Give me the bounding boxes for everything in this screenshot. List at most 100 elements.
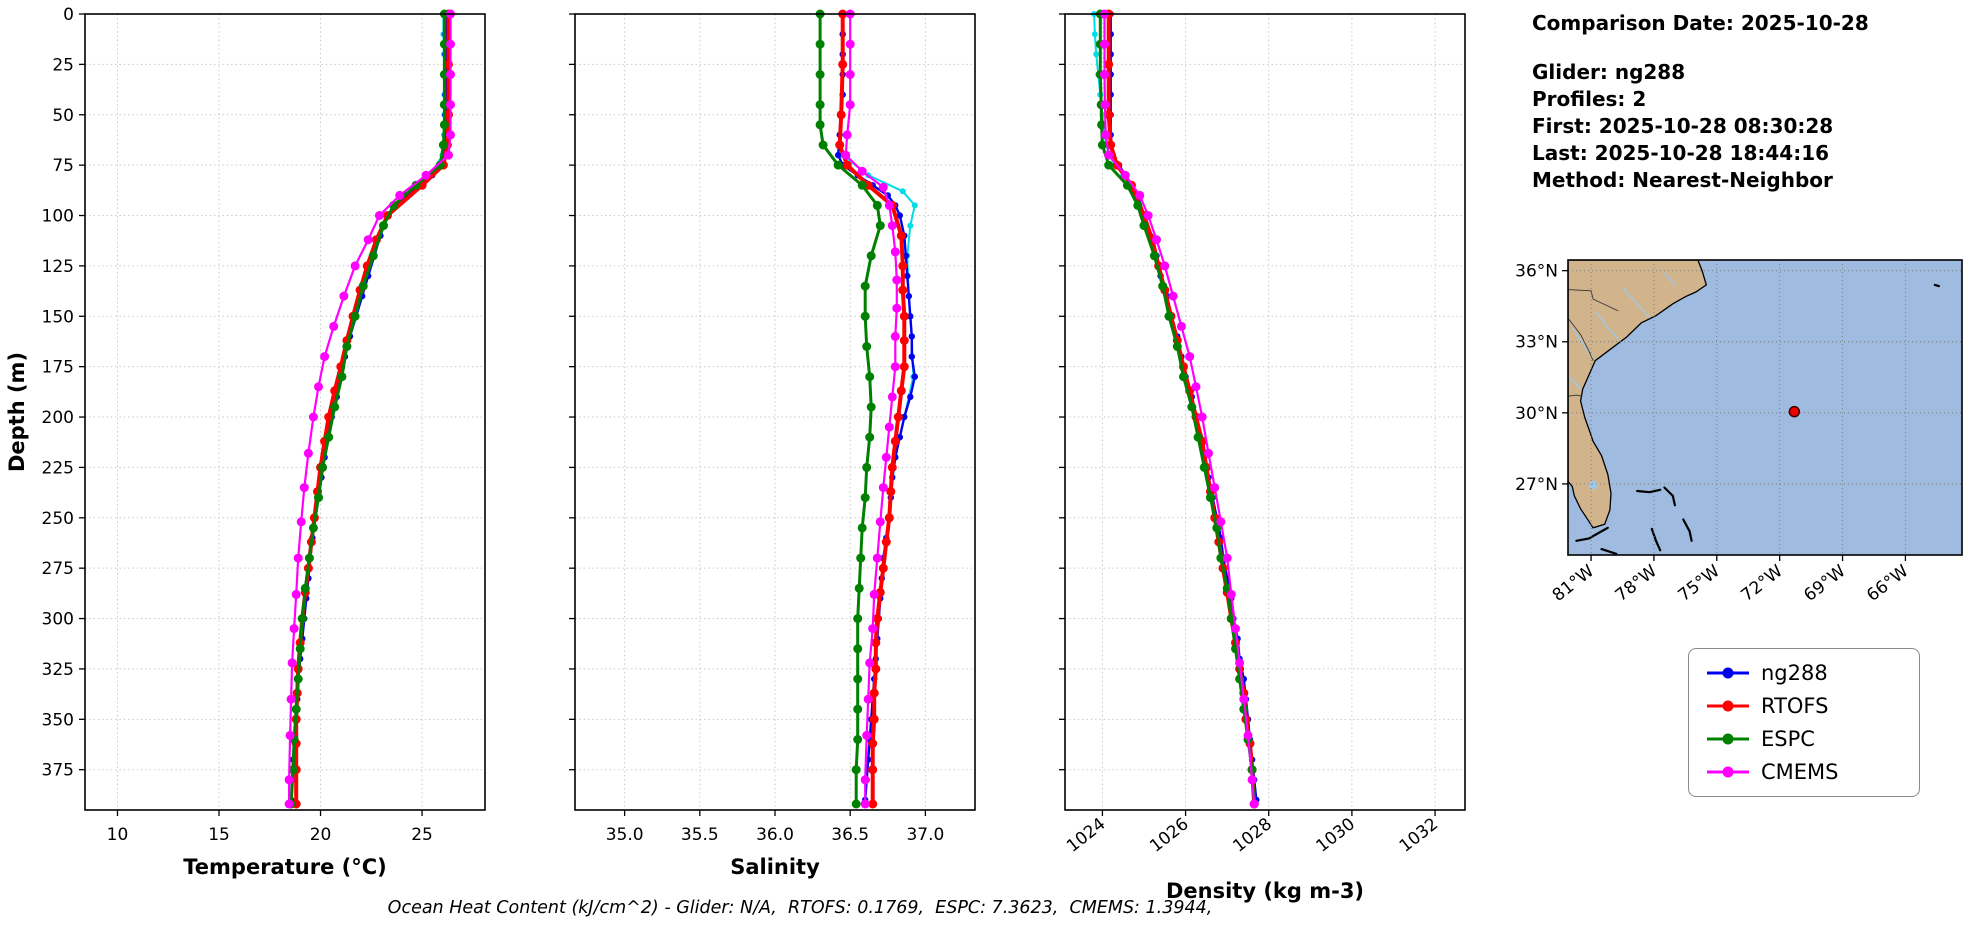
series-ng288-2 [288, 11, 448, 803]
legend-label: RTOFS [1761, 694, 1829, 718]
series-ng288-2 [1091, 11, 1260, 803]
svg-text:81°W: 81°W [1549, 561, 1598, 606]
svg-text:37.0: 37.0 [906, 825, 944, 845]
svg-text:30°N: 30°N [1515, 404, 1558, 424]
series-RTOFS [291, 9, 453, 809]
map-island [1650, 527, 1662, 552]
svg-text:250: 250 [42, 509, 74, 529]
first-profile-text: First: 2025-10-28 08:30:28 [1532, 114, 1834, 138]
profiles-text: Profiles: 2 [1532, 87, 1647, 111]
series-ng288 [1107, 10, 1260, 804]
map-land [1568, 260, 1708, 529]
legend-label: ESPC [1761, 727, 1815, 751]
series-RTOFS [1104, 9, 1259, 809]
svg-text:66°W: 66°W [1863, 561, 1912, 606]
map-river [1594, 310, 1619, 340]
svg-text:150: 150 [42, 307, 74, 327]
series-CMEMS [841, 9, 902, 809]
svg-text:1030: 1030 [1313, 814, 1359, 856]
map-island [1575, 526, 1609, 542]
legend-item-cmems: CMEMS [1705, 760, 1903, 784]
map-island [1663, 486, 1676, 507]
svg-text:10: 10 [107, 825, 129, 845]
svg-text:36°N: 36°N [1515, 262, 1558, 282]
svg-text:36.0: 36.0 [756, 825, 794, 845]
last-profile-text: Last: 2025-10-28 18:44:16 [1532, 141, 1830, 165]
svg-text:50: 50 [52, 106, 74, 126]
map-state-border [1568, 394, 1582, 397]
svg-text:69°W: 69°W [1800, 561, 1849, 606]
svg-text:125: 125 [42, 257, 74, 277]
ocean-heat-content-caption: Ocean Heat Content (kJ/cm^2) - Glider: N… [387, 898, 1213, 918]
legend-item-espc: ESPC [1705, 727, 1903, 751]
svg-text:20: 20 [310, 825, 332, 845]
map-state-border [1568, 289, 1619, 312]
series-ESPC [815, 9, 885, 809]
map-island [1933, 283, 1940, 288]
svg-text:72°W: 72°W [1737, 561, 1786, 606]
glider-position-marker [1788, 405, 1801, 418]
legend-swatch-icon [1707, 733, 1749, 745]
series-RTOFS [835, 9, 909, 809]
svg-text:175: 175 [42, 358, 74, 378]
svg-text:325: 325 [42, 660, 74, 680]
map-lake [1588, 480, 1598, 490]
svg-text:35.0: 35.0 [606, 825, 644, 845]
salinity-profile-chart: 35.0 35.5 36.0 36.5 37.0 Salinity [569, 9, 976, 879]
map-state-border [1568, 317, 1594, 361]
map-river [1569, 376, 1582, 390]
svg-text:1028: 1028 [1229, 814, 1275, 856]
svg-text:275: 275 [42, 559, 74, 579]
svg-text:1032: 1032 [1396, 814, 1442, 856]
svg-text:33°N: 33°N [1515, 333, 1558, 353]
svg-text:Depth (m): Depth (m) [5, 352, 29, 472]
legend-swatch-icon [1707, 766, 1749, 778]
svg-text:27°N: 27°N [1515, 475, 1558, 495]
density-profile-chart: 1024 1026 1028 1030 1032 Density (kg m-3) [1059, 9, 1466, 903]
svg-text:1024: 1024 [1063, 814, 1109, 856]
map-island [1682, 518, 1693, 542]
svg-text:Density (kg m-3): Density (kg m-3) [1166, 879, 1364, 903]
svg-text:350: 350 [42, 710, 74, 730]
temperature-profile-chart: 10 15 20 2502550751001251501752002252502753… [5, 5, 486, 879]
location-map: 36°N 33°N 30°N 27°N 81°W 78°W 75°W 72°W 69°W 66°W [1515, 259, 1963, 606]
map-island [1636, 488, 1662, 494]
legend-item-ng288: ng288 [1705, 661, 1903, 685]
legend-swatch-icon [1707, 700, 1749, 712]
svg-text:200: 200 [42, 408, 74, 428]
legend-label: ng288 [1761, 661, 1828, 685]
map-river [1621, 286, 1651, 319]
legend: ng288 RTOFS ESPC CMEMS [1688, 648, 1920, 797]
svg-text:15: 15 [208, 825, 230, 845]
svg-text:25: 25 [52, 55, 74, 75]
svg-text:225: 225 [42, 458, 74, 478]
comparison-date-text: Comparison Date: 2025-10-28 [1532, 11, 1869, 35]
info-panel: Comparison Date: 2025-10-28 Glider: ng28… [1532, 10, 1972, 194]
svg-text:75: 75 [52, 156, 74, 176]
info-spacer [1532, 37, 1972, 59]
svg-text:75°W: 75°W [1675, 561, 1724, 606]
svg-text:375: 375 [42, 761, 74, 781]
svg-text:78°W: 78°W [1612, 561, 1661, 606]
svg-text:Temperature (°C): Temperature (°C) [183, 855, 386, 879]
series-ng288-2 [836, 11, 918, 803]
svg-text:1026: 1026 [1146, 814, 1192, 856]
series-ESPC [1095, 9, 1259, 809]
series-CMEMS [284, 9, 455, 809]
method-text: Method: Nearest-Neighbor [1532, 168, 1833, 192]
glider-text: Glider: ng288 [1532, 60, 1686, 84]
map-river [1663, 272, 1676, 286]
legend-item-rtofs: RTOFS [1705, 694, 1903, 718]
series-ng288 [287, 10, 449, 804]
svg-text:300: 300 [42, 610, 74, 630]
legend-label: CMEMS [1761, 760, 1839, 784]
svg-text:Salinity: Salinity [730, 855, 820, 879]
map-island [1600, 548, 1618, 555]
svg-text:35.5: 35.5 [681, 825, 719, 845]
series-CMEMS [1100, 9, 1259, 809]
svg-text:0: 0 [63, 5, 74, 25]
svg-text:36.5: 36.5 [831, 825, 869, 845]
legend-swatch-icon [1707, 667, 1749, 679]
svg-text:100: 100 [42, 207, 74, 227]
